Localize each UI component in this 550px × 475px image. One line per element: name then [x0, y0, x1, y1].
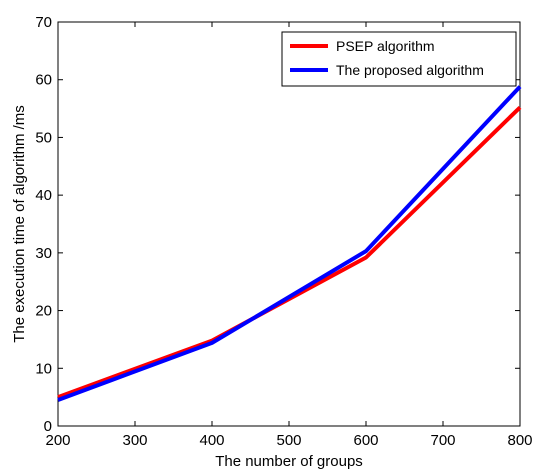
y-tick-label: 0 [44, 418, 52, 435]
y-tick-label: 60 [35, 72, 52, 89]
x-axis-title: The number of groups [215, 453, 363, 470]
legend: PSEP algorithm The proposed algorithm [281, 31, 517, 87]
x-tick-label: 800 [507, 432, 532, 449]
series-lines [57, 85, 522, 402]
y-tick-label: 40 [35, 187, 52, 204]
y-axis-title: The execution time of algorithm /ms [11, 105, 28, 343]
x-tick-label: 500 [276, 432, 301, 449]
y-tick-label: 70 [35, 14, 52, 31]
x-tick-label: 400 [199, 432, 224, 449]
legend-label-1: PSEP algorithm [336, 38, 435, 54]
y-tick-label: 10 [35, 360, 52, 377]
y-tick-label: 30 [35, 245, 52, 262]
y-axis-ticks: 0 10 20 30 40 50 60 70 [35, 14, 520, 435]
x-tick-label: 300 [122, 432, 147, 449]
legend-box [281, 31, 517, 87]
x-axis-ticks: 200 300 400 500 600 700 800 [45, 22, 533, 449]
series-line-2 [57, 85, 522, 402]
x-tick-label: 600 [353, 432, 378, 449]
legend-label-2: The proposed algorithm [336, 62, 484, 78]
x-tick-label: 200 [45, 432, 70, 449]
y-tick-label: 20 [35, 303, 52, 320]
x-tick-label: 700 [430, 432, 455, 449]
plot-area [57, 21, 521, 427]
y-tick-label: 50 [35, 129, 52, 146]
